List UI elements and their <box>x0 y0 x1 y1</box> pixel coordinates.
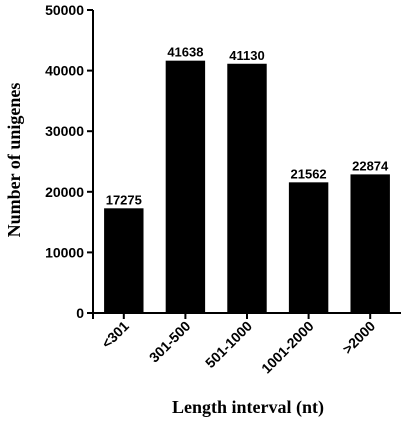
x-tick-label: 1001-2000 <box>258 318 317 377</box>
bar-value-label: 41130 <box>229 48 264 63</box>
x-tick-label: 501-1000 <box>202 318 255 371</box>
bar <box>350 174 390 313</box>
y-tick-label: 0 <box>76 305 84 321</box>
bar-value-label: 41638 <box>167 45 203 60</box>
x-tick-label: 301-500 <box>146 318 194 366</box>
y-tick-label: 50000 <box>45 2 84 18</box>
y-tick-label: 20000 <box>45 184 84 200</box>
y-tick-label: 30000 <box>45 123 84 139</box>
bar-value-label: 21562 <box>291 166 327 181</box>
bar <box>165 60 206 313</box>
bar <box>288 182 329 313</box>
x-tick-label: >2000 <box>339 318 378 357</box>
y-axis-title: Number of unigenes <box>4 83 24 238</box>
bar <box>104 208 144 313</box>
bar-value-label: 22874 <box>352 158 389 173</box>
bar-value-label: 17275 <box>106 192 142 207</box>
x-tick-label: <301 <box>98 318 132 352</box>
x-axis-title: Length interval (nt) <box>172 397 324 418</box>
y-tick-label: 10000 <box>45 244 84 260</box>
y-tick-label: 40000 <box>45 63 84 79</box>
bar <box>227 63 267 314</box>
